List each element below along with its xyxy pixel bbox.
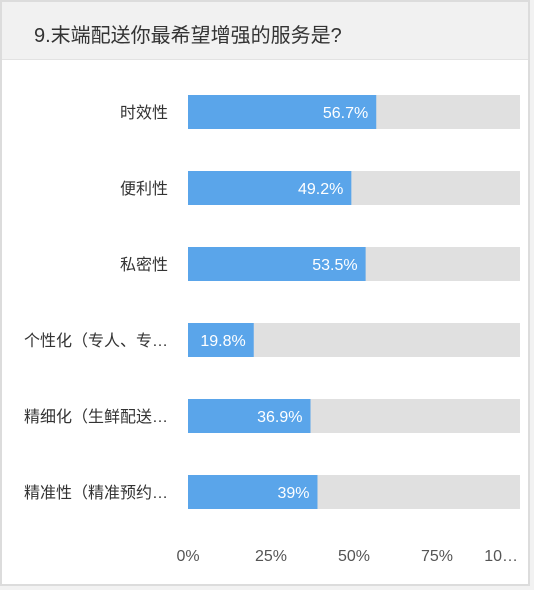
category-label: 个性化（专人、专…	[24, 332, 168, 350]
bar	[188, 247, 366, 281]
category-label: 私密性	[120, 256, 168, 274]
category-label: 便利性	[120, 180, 168, 198]
category-label: 时效性	[120, 104, 168, 122]
category-label: 精准性（精准预约…	[24, 484, 168, 502]
x-tick-label: 25%	[255, 548, 287, 565]
bar	[188, 171, 352, 205]
x-tick-label: 75%	[421, 548, 453, 565]
x-tick-label: 50%	[338, 548, 370, 565]
question-title: 9.末端配送你最希望增强的服务是?	[34, 25, 342, 47]
bar	[188, 95, 377, 129]
data-label: 56.7%	[323, 105, 368, 122]
category-label: 精细化（生鲜配送…	[24, 408, 168, 426]
data-label: 53.5%	[312, 257, 357, 274]
data-label: 19.8%	[200, 333, 245, 350]
bar	[188, 323, 254, 357]
bar	[188, 475, 318, 509]
data-label: 49.2%	[298, 181, 343, 198]
x-tick-label: 10…	[484, 548, 518, 565]
data-label: 39%	[277, 485, 309, 502]
bar	[188, 399, 311, 433]
x-tick-label: 0%	[176, 548, 199, 565]
question-header: 9.末端配送你最希望增强的服务是?	[2, 2, 528, 60]
data-label: 36.9%	[257, 409, 302, 426]
